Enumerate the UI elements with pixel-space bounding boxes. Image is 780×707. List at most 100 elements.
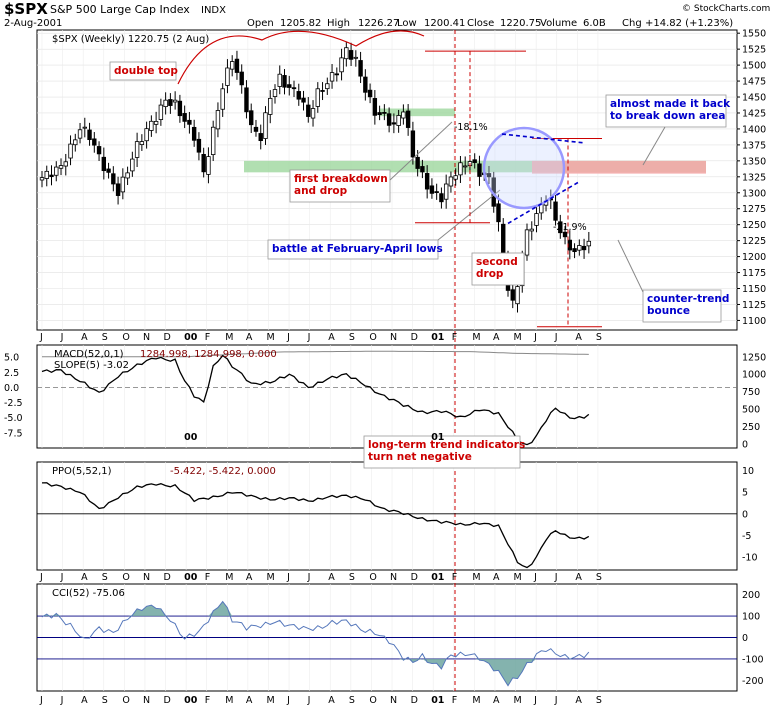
- candle-down: [567, 239, 573, 251]
- candle-down: [334, 73, 340, 76]
- month-label: N: [390, 332, 397, 343]
- candle-down: [486, 173, 492, 178]
- double-top-arc: [177, 30, 425, 85]
- candle-up: [163, 99, 168, 108]
- candle-up: [529, 228, 534, 232]
- slope-legend: SLOPE(5) -3.02: [54, 360, 129, 371]
- candle-up: [120, 176, 126, 193]
- ppo-tick-label: 10: [742, 466, 754, 477]
- candle-up: [63, 161, 68, 167]
- month-label: J: [39, 695, 43, 706]
- month-label: D: [164, 572, 171, 583]
- candle-down: [320, 90, 325, 92]
- candle-down: [581, 245, 587, 251]
- month-label: M: [472, 572, 480, 583]
- candle-down: [424, 173, 430, 190]
- month-label: D: [411, 695, 418, 706]
- pointer-battle: [437, 189, 501, 241]
- cci-tick-label: 100: [742, 612, 760, 623]
- month-label: D: [164, 332, 171, 343]
- month-label: A: [81, 695, 88, 706]
- slope-tick-label: 2.5: [4, 368, 19, 379]
- price-tick-label: 1525: [742, 45, 766, 56]
- month-label: 00: [184, 432, 198, 443]
- slope-tick-label: -7.5: [4, 428, 23, 439]
- second-drop-label: second drop: [476, 256, 518, 280]
- battle-label: battle at February-April lows: [272, 243, 443, 255]
- trend-negative-label: long-term trend indicators turn net negat…: [368, 439, 525, 463]
- candle-up: [339, 57, 344, 73]
- second-drop-label-box: [471, 252, 525, 286]
- price-tick-label: 1375: [742, 140, 766, 151]
- month-label: S: [102, 695, 108, 706]
- month-label: S: [349, 572, 355, 583]
- candle-up: [144, 128, 149, 142]
- chg-label: Chg: [622, 18, 642, 29]
- candle-down: [115, 183, 121, 196]
- month-label: M: [266, 332, 274, 343]
- cci-tick-label: 0: [742, 633, 748, 644]
- grid-layer: [37, 30, 737, 691]
- candle-down: [282, 75, 287, 88]
- month-label: O: [122, 695, 129, 706]
- month-label: M: [266, 695, 274, 706]
- slope-tick-label: 5.0: [4, 353, 19, 364]
- macd-legend: MACD(52,0,1): [54, 349, 124, 360]
- candle-up: [215, 110, 221, 130]
- close-label: Close: [467, 18, 494, 29]
- double-top-label: double top: [114, 65, 178, 77]
- month-label: J: [286, 695, 290, 706]
- volume-label: Volume: [540, 18, 577, 29]
- breakdown-zone-red: [532, 160, 706, 174]
- candle-down: [49, 174, 54, 178]
- counter-trend-label-box: [642, 289, 722, 323]
- candle-down: [439, 193, 444, 203]
- month-label: A: [246, 695, 253, 706]
- double-top-label-box: [109, 61, 177, 81]
- month-label: S: [596, 332, 602, 343]
- month-label: M: [225, 695, 233, 706]
- candle-down: [434, 191, 439, 194]
- candle-up: [229, 61, 235, 70]
- candle-up: [206, 156, 211, 175]
- month-label: J: [60, 572, 64, 583]
- candle-up: [263, 112, 268, 139]
- month-label: F: [205, 695, 210, 706]
- pointer-first: [389, 121, 453, 181]
- candle-up: [73, 139, 78, 146]
- annotations: double top first breakdown and drop battle …: [109, 30, 731, 469]
- month-label: J: [60, 332, 64, 343]
- month-label: A: [81, 572, 88, 583]
- cci-fill-above: [42, 601, 589, 617]
- price-tick-label: 1300: [742, 188, 766, 199]
- month-label: M: [225, 332, 233, 343]
- month-label: O: [122, 332, 129, 343]
- month-label: S: [596, 695, 602, 706]
- ppo-legend-values: -5.422, -5.422, 0.000: [170, 466, 276, 477]
- candle-up: [158, 104, 164, 120]
- chg-value: +14.82 (+1.23%): [645, 18, 733, 29]
- month-label: F: [452, 572, 457, 583]
- candle-up: [225, 67, 230, 86]
- candle-up: [130, 158, 135, 172]
- price-tick-label: 1100: [742, 316, 766, 327]
- candle-down: [415, 156, 420, 169]
- month-label: J: [307, 332, 311, 343]
- month-label: M: [266, 572, 274, 583]
- ppo-legend: PPO(5,52,1): [52, 466, 112, 477]
- month-label: S: [349, 332, 355, 343]
- candle-up: [325, 83, 330, 90]
- candle-down: [253, 126, 259, 132]
- price-legend: $SPX (Weekly) 1220.75 (2 Aug): [52, 34, 209, 45]
- price-tick-label: 1475: [742, 77, 766, 88]
- month-label: 01: [431, 432, 444, 443]
- month-label: S: [596, 572, 602, 583]
- macd-tick-label: 1000: [742, 370, 766, 381]
- candle-up: [153, 120, 159, 125]
- month-label: N: [390, 695, 397, 706]
- indicator-lines: [37, 350, 737, 687]
- macd-line: [42, 350, 589, 358]
- candle-down: [363, 76, 368, 93]
- candle-down: [562, 231, 568, 238]
- candle-down: [111, 173, 116, 185]
